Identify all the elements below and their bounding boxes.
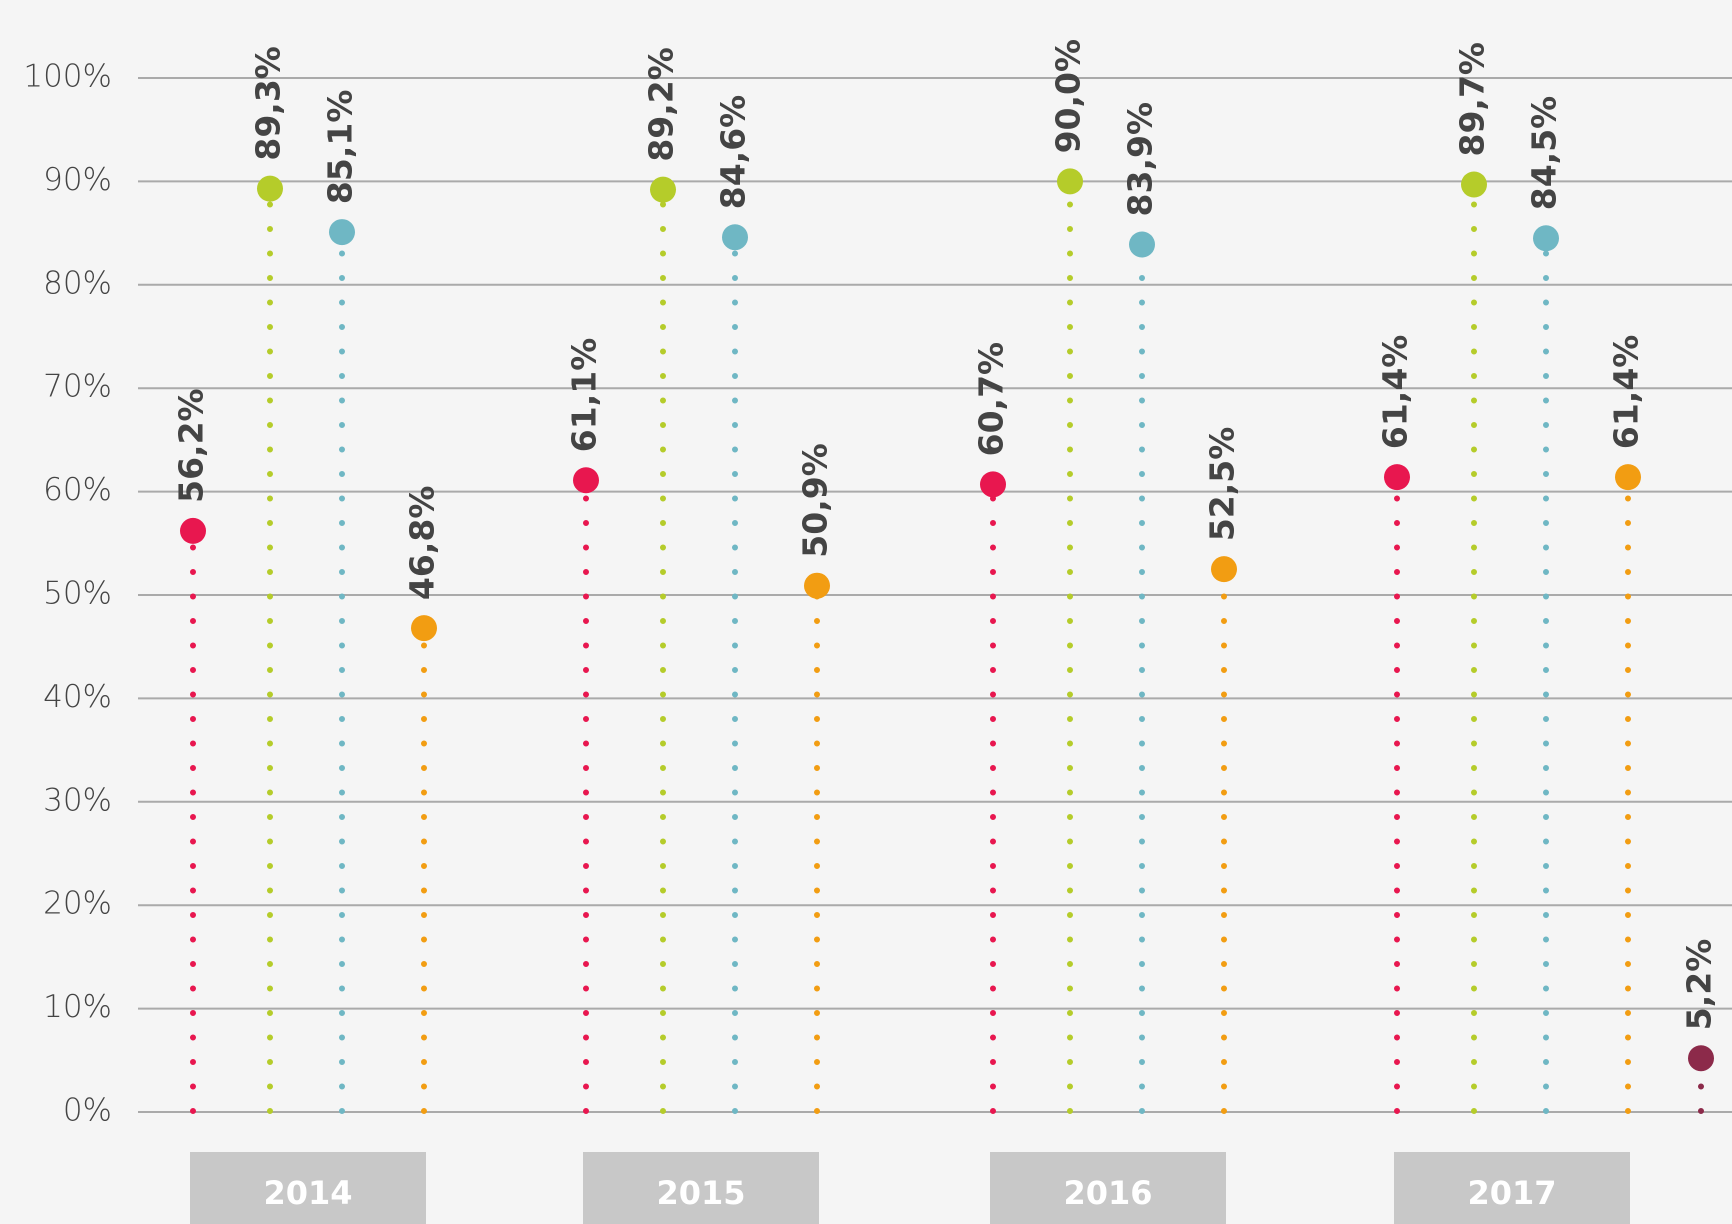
value-label: 89,2% xyxy=(642,47,681,162)
value-label: 84,5% xyxy=(1525,96,1564,211)
y-tick-label: 90% xyxy=(43,162,112,198)
dot xyxy=(180,517,206,544)
category-box xyxy=(190,1152,426,1224)
dot xyxy=(257,175,283,202)
category-box xyxy=(583,1152,819,1224)
dot xyxy=(804,572,830,599)
dot xyxy=(1384,464,1410,491)
dot xyxy=(411,615,437,642)
dot xyxy=(329,219,355,246)
value-label: 90,0% xyxy=(1049,39,1088,154)
y-tick-label: 70% xyxy=(43,369,112,405)
x-tick-label: 2014 xyxy=(263,1174,352,1212)
value-label: 5,2% xyxy=(1680,939,1719,1031)
dot xyxy=(1211,556,1237,583)
y-tick-label: 20% xyxy=(43,886,112,922)
dot xyxy=(573,467,599,494)
value-label: 61,4% xyxy=(1607,335,1646,450)
dot xyxy=(980,471,1006,498)
y-tick-label: 40% xyxy=(43,679,112,715)
value-label: 89,7% xyxy=(1453,42,1492,157)
value-label: 89,3% xyxy=(249,46,288,161)
x-tick-label: 2015 xyxy=(656,1174,745,1212)
dot xyxy=(1688,1045,1714,1072)
dot xyxy=(1057,168,1083,195)
value-label: 61,1% xyxy=(565,338,604,453)
y-tick-label: 100% xyxy=(23,59,112,95)
x-tick-label: 2017 xyxy=(1467,1174,1556,1212)
y-tick-label: 10% xyxy=(43,989,112,1025)
dot xyxy=(1615,464,1641,491)
y-tick-label: 60% xyxy=(43,472,112,508)
value-label: 60,7% xyxy=(972,342,1011,457)
y-tick-label: 50% xyxy=(43,576,112,612)
value-label: 61,4% xyxy=(1376,335,1415,450)
y-tick-label: 30% xyxy=(43,782,112,818)
value-label: 46,8% xyxy=(403,486,442,601)
dot xyxy=(722,224,748,251)
value-label: 50,9% xyxy=(796,443,835,558)
y-tick-label: 0% xyxy=(63,1093,112,1129)
value-label: 56,2% xyxy=(172,388,211,503)
value-label: 84,6% xyxy=(714,95,753,210)
x-tick-label: 2016 xyxy=(1063,1174,1152,1212)
value-label: 83,9% xyxy=(1121,102,1160,217)
value-label: 52,5% xyxy=(1203,427,1242,542)
dot xyxy=(650,176,676,203)
dot xyxy=(1129,231,1155,258)
category-box xyxy=(1394,1152,1630,1224)
y-tick-label: 80% xyxy=(43,265,112,301)
value-label: 85,1% xyxy=(321,90,360,205)
dot xyxy=(1461,171,1487,198)
category-box xyxy=(990,1152,1226,1224)
dot xyxy=(1533,225,1559,252)
